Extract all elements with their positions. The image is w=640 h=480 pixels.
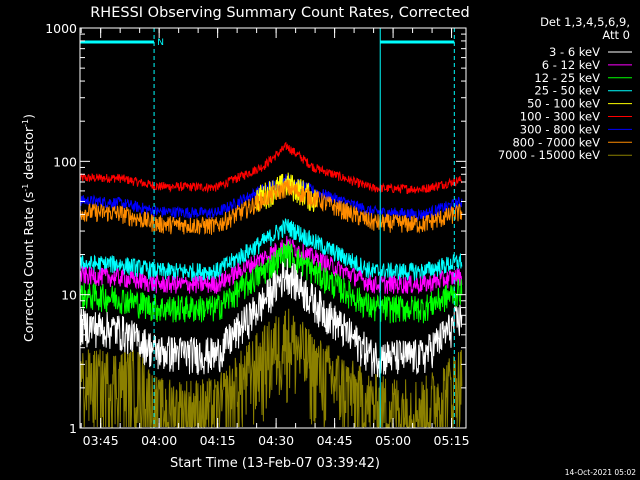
y-tick-label-0: 1 <box>69 421 77 436</box>
legend-label-2: 12 - 25 keV <box>534 71 600 85</box>
curve-7 <box>79 258 463 378</box>
y-axis-label-sup1: -1 <box>21 184 30 192</box>
chart-title: RHESSI Observing Summary Count Rates, Co… <box>90 5 470 21</box>
y-tick-label-2: 100 <box>53 154 77 169</box>
y-axis-label-sup2: -1 <box>21 119 30 127</box>
legend-label-8: 7000 - 15000 keV <box>498 148 600 162</box>
x-tick-label-5: 05:00 <box>375 433 411 448</box>
plot-frame <box>79 27 467 429</box>
x-tick-label-0: 03:45 <box>83 433 119 448</box>
x-tick-label-6: 05:15 <box>434 433 470 448</box>
y-axis-label-part3: ) <box>21 114 36 119</box>
x-tick-label-2: 04:15 <box>200 433 236 448</box>
y-axis-label-part2: detector <box>21 126 36 184</box>
curve-0 <box>79 141 463 195</box>
legend-label-6: 300 - 800 keV <box>520 122 600 136</box>
axes: 1 10 100 1000 03:45 04:00 04:15 04:30 04:45 05:00… <box>45 21 469 448</box>
legend-label-5: 100 - 300 keV <box>520 110 600 124</box>
legend-header-line2: Att 0 <box>602 28 630 42</box>
x-axis-label: Start Time (13-Feb-07 03:39:42) <box>170 456 380 471</box>
curve-6 <box>79 241 463 324</box>
curve-4 <box>79 218 463 283</box>
legend-label-1: 6 - 12 keV <box>542 58 600 72</box>
plot-marks: N <box>79 28 463 429</box>
legend-label-0: 3 - 6 keV <box>549 45 600 59</box>
x-tick-label-3: 04:30 <box>258 433 294 448</box>
timestamp: 14-Oct-2021 05:02 <box>565 468 636 477</box>
legend-label-7: 800 - 7000 keV <box>512 135 600 149</box>
curve-8 <box>79 308 463 429</box>
legend-label-3: 25 - 50 keV <box>534 84 600 98</box>
legend-header-line1: Det 1,3,4,5,6,9, <box>540 15 630 29</box>
y-tick-label-3: 1000 <box>45 21 77 36</box>
y-tick-label-1: 10 <box>61 288 77 303</box>
y-axis-label-part1: Corrected Count Rate (s <box>21 192 36 342</box>
y-axis-label: Corrected Count Rate (s-1 detector-1) <box>21 114 36 342</box>
legend-label-4: 50 - 100 keV <box>527 97 600 111</box>
x-tick-label-4: 04:45 <box>317 433 353 448</box>
x-tick-label-1: 04:00 <box>141 433 177 448</box>
curve-3 <box>79 179 463 235</box>
n-label: N <box>157 38 164 48</box>
